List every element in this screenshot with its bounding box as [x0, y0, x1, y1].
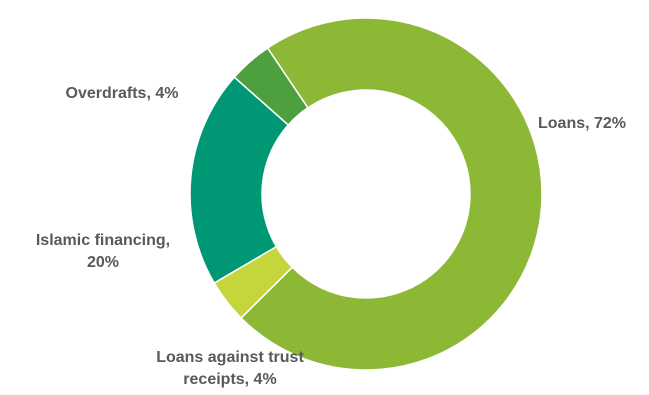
slice-label-line: Loans against trust [156, 349, 304, 366]
slice-label-line: Overdrafts, 4% [66, 85, 179, 102]
slice-loans [240, 17, 543, 371]
slice-label-loans: Loans, 72% [538, 115, 626, 132]
slice-islamic-financing [189, 76, 290, 285]
slice-label-islamic-financing: Islamic financing, 20% [36, 232, 170, 271]
slice-label-line: receipts, 4% [183, 371, 276, 388]
donut-slices [189, 17, 543, 371]
slice-label-line: 20% [87, 254, 119, 271]
slice-label-line: Loans, 72% [538, 115, 626, 132]
slice-label-line: Islamic financing, [36, 232, 170, 249]
slice-overdrafts [233, 47, 309, 127]
slice-label-overdrafts: Overdrafts, 4% [66, 85, 179, 102]
slice-label-loans-against-trust-receipts: Loans against trust receipts, 4% [156, 349, 304, 388]
slice-labels: Loans, 72% Loans against trust receipts, 4… [36, 85, 626, 388]
